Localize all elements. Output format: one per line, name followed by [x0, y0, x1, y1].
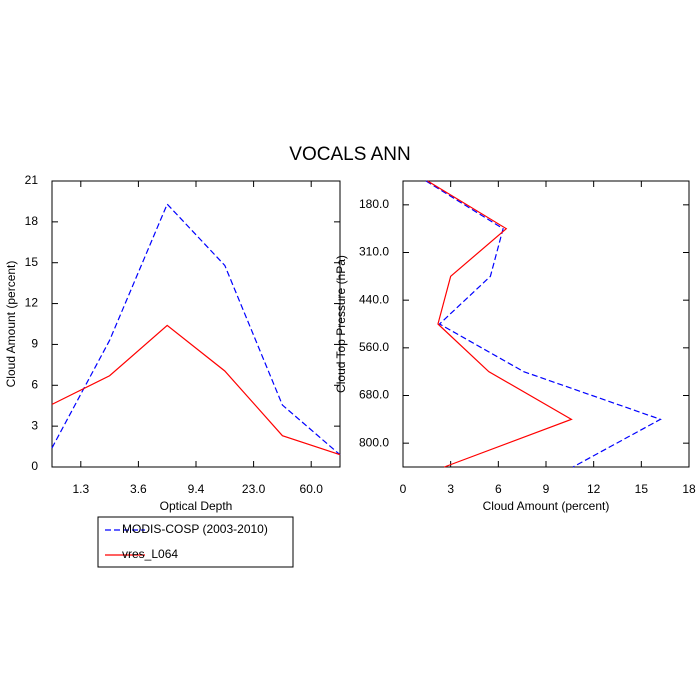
x-tick-label: 15 — [635, 482, 649, 496]
x-tick-label: 9 — [543, 482, 550, 496]
y-axis-label: Cloud Top Pressure (hPa) — [334, 255, 348, 393]
y-tick-label: 15 — [25, 255, 39, 269]
x-tick-label: 60.0 — [300, 482, 324, 496]
legend-frame — [97, 516, 294, 568]
x-tick-label: 12 — [587, 482, 601, 496]
y-tick-label: 0 — [31, 459, 38, 473]
y-tick-label: 310.0 — [359, 245, 389, 259]
y-axis-label: Cloud Amount (percent) — [4, 261, 18, 388]
series-line — [51, 203, 341, 456]
y-tick-label: 440.0 — [359, 292, 389, 306]
x-tick-label: 0 — [400, 482, 407, 496]
y-tick-label: 560.0 — [359, 340, 389, 354]
panel: 0 3 6 9 12 15 18 180.0 310.0 440.0 560.0 680.0 800.0… — [334, 180, 696, 513]
y-tick-label: 6 — [31, 377, 38, 391]
y-tick-label: 180.0 — [359, 197, 389, 211]
x-tick-label: 9.4 — [188, 482, 205, 496]
y-tick-label: 12 — [25, 296, 39, 310]
x-tick-label: 18 — [682, 482, 696, 496]
x-tick-label: 3 — [447, 482, 454, 496]
y-tick-label: 680.0 — [359, 388, 389, 402]
x-tick-label: 1.3 — [72, 482, 89, 496]
y-tick-label: 9 — [31, 337, 38, 351]
legend-label: MODIS-COSP (2003-2010) — [122, 522, 268, 536]
legend: MODIS-COSP (2003-2010) vres_L064 — [97, 516, 294, 568]
x-tick-label: 23.0 — [242, 482, 266, 496]
panel: 1.3 3.6 9.4 23.0 60.0 0 3 6 9 12 15 18 21 Optical Dep… — [4, 173, 341, 513]
plot-frame — [51, 180, 341, 468]
x-tick-label: 6 — [495, 482, 502, 496]
series-line — [51, 324, 341, 456]
legend-label: vres_L064 — [122, 547, 178, 561]
x-axis-label: Cloud Amount (percent) — [483, 499, 610, 513]
plot-frame — [402, 180, 690, 468]
series-line — [425, 180, 662, 468]
y-tick-label: 800.0 — [359, 435, 389, 449]
series-line — [427, 180, 573, 468]
y-tick-label: 3 — [31, 418, 38, 432]
figure-title: VOCALS ANN — [289, 144, 410, 165]
y-tick-label: 21 — [25, 173, 39, 187]
x-axis-label: Optical Depth — [160, 499, 233, 513]
x-tick-label: 3.6 — [130, 482, 147, 496]
y-tick-label: 18 — [25, 214, 39, 228]
